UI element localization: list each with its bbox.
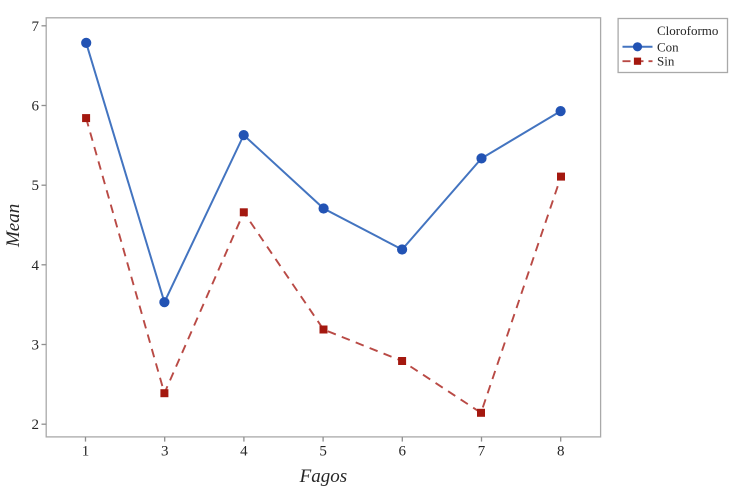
svg-text:4: 4 — [240, 443, 248, 459]
svg-text:Cloroformo: Cloroformo — [657, 23, 718, 38]
svg-text:4: 4 — [32, 258, 40, 274]
svg-text:3: 3 — [161, 443, 169, 459]
svg-text:Fagos: Fagos — [299, 466, 348, 487]
svg-text:6: 6 — [32, 99, 40, 115]
svg-text:7: 7 — [32, 19, 40, 35]
svg-text:8: 8 — [557, 443, 565, 459]
svg-text:Sin: Sin — [657, 54, 675, 69]
svg-text:2: 2 — [32, 417, 40, 433]
svg-text:Mean: Mean — [3, 204, 24, 248]
svg-text:5: 5 — [319, 443, 327, 459]
svg-text:1: 1 — [82, 443, 90, 459]
svg-text:6: 6 — [399, 443, 407, 459]
svg-text:7: 7 — [478, 443, 486, 459]
svg-text:5: 5 — [32, 178, 40, 194]
svg-text:3: 3 — [32, 338, 40, 354]
svg-text:Con: Con — [657, 39, 679, 54]
